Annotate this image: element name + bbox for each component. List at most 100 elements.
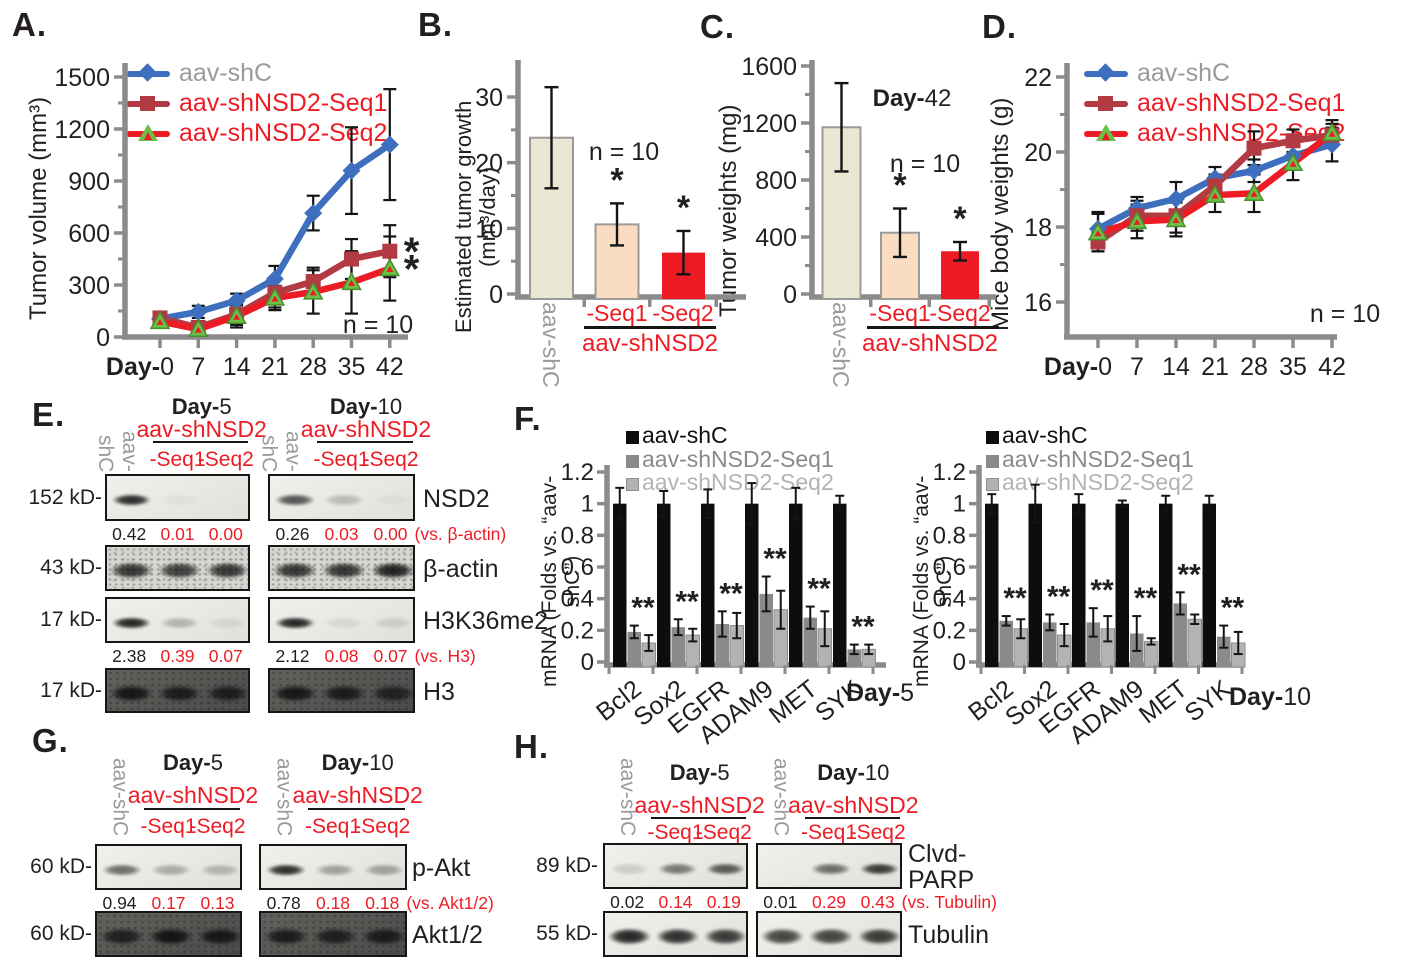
- blot-quant-value: 0.07: [373, 646, 408, 666]
- day-prefix: Day-: [669, 760, 718, 785]
- bar: [1115, 503, 1129, 667]
- triangle-marker-inner-icon: [1133, 218, 1141, 225]
- square-marker-icon: [344, 251, 359, 267]
- blot-image-akt12: [95, 911, 242, 957]
- blot-protein-label: Akt1/2: [412, 921, 483, 949]
- blot-lane-label: -Seq1: [304, 815, 362, 838]
- y-tick-label: 0.6: [561, 554, 594, 581]
- blot-lane-label: -Seq1: [140, 815, 197, 838]
- legend-label: aav-shC: [179, 58, 273, 87]
- y-tick-label: 0: [96, 324, 110, 352]
- day-prefix: Day-: [163, 750, 211, 775]
- day-number: 0: [1098, 353, 1112, 381]
- y-tick-label: 20: [1024, 139, 1052, 167]
- legend-item: aav-shNSD2-Seq1: [626, 447, 834, 472]
- blot-control-label: aav-shC: [94, 431, 142, 472]
- blot-lane-label: -Seq2: [354, 815, 411, 838]
- panel-b-letter: B.: [418, 6, 453, 43]
- panel-c-letter: C.: [700, 8, 735, 45]
- blot-lane-label: -Seq1: [647, 821, 704, 844]
- day-annotation: Day-10: [1229, 683, 1311, 711]
- blot-protein-label: H3K36me2: [423, 607, 549, 635]
- significance-star: *: [610, 161, 624, 199]
- blot-day-label: Day-5: [171, 394, 232, 419]
- panel-f-letter: F.: [514, 400, 542, 437]
- day-prefix: Day-: [106, 353, 160, 381]
- blot-quant-value: 0.42: [112, 524, 147, 544]
- blot-image-h3k36me2: [268, 597, 415, 643]
- blot-treatment-label: aav-shNSD2: [127, 782, 259, 808]
- y-tick-label: 1200: [54, 116, 110, 144]
- blot-treatment-label: aav-shNSD2: [300, 416, 432, 442]
- blot-band: [157, 684, 202, 702]
- square-marker-icon: [1285, 133, 1301, 149]
- blot-band: [321, 562, 366, 580]
- y-tick-label: 0.6: [933, 554, 966, 581]
- blot-quant-value: 0.03: [324, 524, 359, 544]
- legend-item: aav-shC: [126, 58, 387, 88]
- blot-kd-label: 43 kD-: [40, 556, 102, 579]
- bar: [1217, 636, 1231, 667]
- blot-day-label: Day-5: [163, 750, 223, 775]
- blot-quant-value: 0.01: [763, 892, 798, 912]
- significance-star: *: [893, 167, 907, 205]
- blot-treatment-underline: [804, 817, 900, 819]
- triangle-marker-inner-icon: [1250, 190, 1258, 197]
- blot-kd-label: 89 kD-: [536, 854, 598, 877]
- blot-band: [101, 863, 142, 876]
- blot-image-akt12: [259, 911, 407, 957]
- blot-band: [274, 616, 315, 629]
- blot-lane-label: -Seq1: [800, 821, 858, 844]
- triangle-marker-inner-icon: [156, 318, 164, 325]
- panel-g-letter: G.: [32, 722, 69, 759]
- blot-band: [159, 616, 200, 629]
- blot-band: [109, 562, 153, 580]
- blot-band: [811, 862, 851, 875]
- tumor-weights-chart: 0 400 800 1200 1600 * * Day-42 n = 10: [741, 53, 996, 309]
- blot-image-h3: [268, 668, 415, 713]
- y-tick-label: 0.4: [561, 586, 594, 613]
- panel-e-letter: E.: [32, 396, 66, 433]
- category-label: SYK: [1180, 674, 1237, 727]
- y-tick-label: 900: [68, 168, 110, 196]
- blot-band: [370, 684, 415, 702]
- blot-band: [206, 562, 250, 580]
- y-tick-label: 0.8: [561, 522, 594, 549]
- x-tick-label: Day-0: [106, 353, 174, 381]
- blot-image-nsd2: [268, 474, 415, 521]
- y-tick-label: 1600: [741, 53, 797, 81]
- x-tick-label: 14: [223, 353, 251, 381]
- significance-stars: **: [1047, 581, 1071, 614]
- bar: [999, 620, 1013, 667]
- bar: [745, 503, 759, 667]
- blot-image-nsd2: [105, 474, 250, 521]
- blot-band: [150, 863, 191, 876]
- legend-label: aav-shNSD2-Seq2: [1137, 118, 1346, 147]
- legend-label: aav-shNSD2-Seq1: [1137, 88, 1346, 117]
- blot-quant-value: 0.29: [811, 892, 847, 912]
- blot-lane-label: -Seq2: [362, 448, 419, 471]
- bar: [613, 503, 627, 667]
- blot-image-h3k36me2: [105, 597, 250, 643]
- x-tick-label: 35: [338, 353, 366, 381]
- triangle-marker-inner-icon: [386, 266, 394, 273]
- x-tick-label: 42: [1318, 353, 1346, 381]
- blot-quant-value: 0.07: [208, 646, 243, 666]
- x-tick-label: 14: [1162, 353, 1190, 381]
- gray-square-icon: [626, 454, 639, 468]
- line-diamond-marker-icon: [126, 60, 170, 86]
- blot-band: [321, 684, 366, 702]
- y-tick-label: 0.2: [561, 617, 594, 644]
- triangle-marker-inner-icon: [1094, 230, 1102, 237]
- n-annotation: n = 10: [589, 138, 659, 166]
- y-tick-label: 16: [1024, 289, 1052, 317]
- blot-band: [607, 928, 651, 946]
- b-xlabel-underline: [584, 326, 716, 329]
- light-gray-square-icon: [626, 478, 639, 491]
- triangle-marker-inner-icon: [233, 313, 241, 320]
- triangle-marker-inner-icon: [271, 295, 279, 302]
- blot-band: [655, 928, 700, 946]
